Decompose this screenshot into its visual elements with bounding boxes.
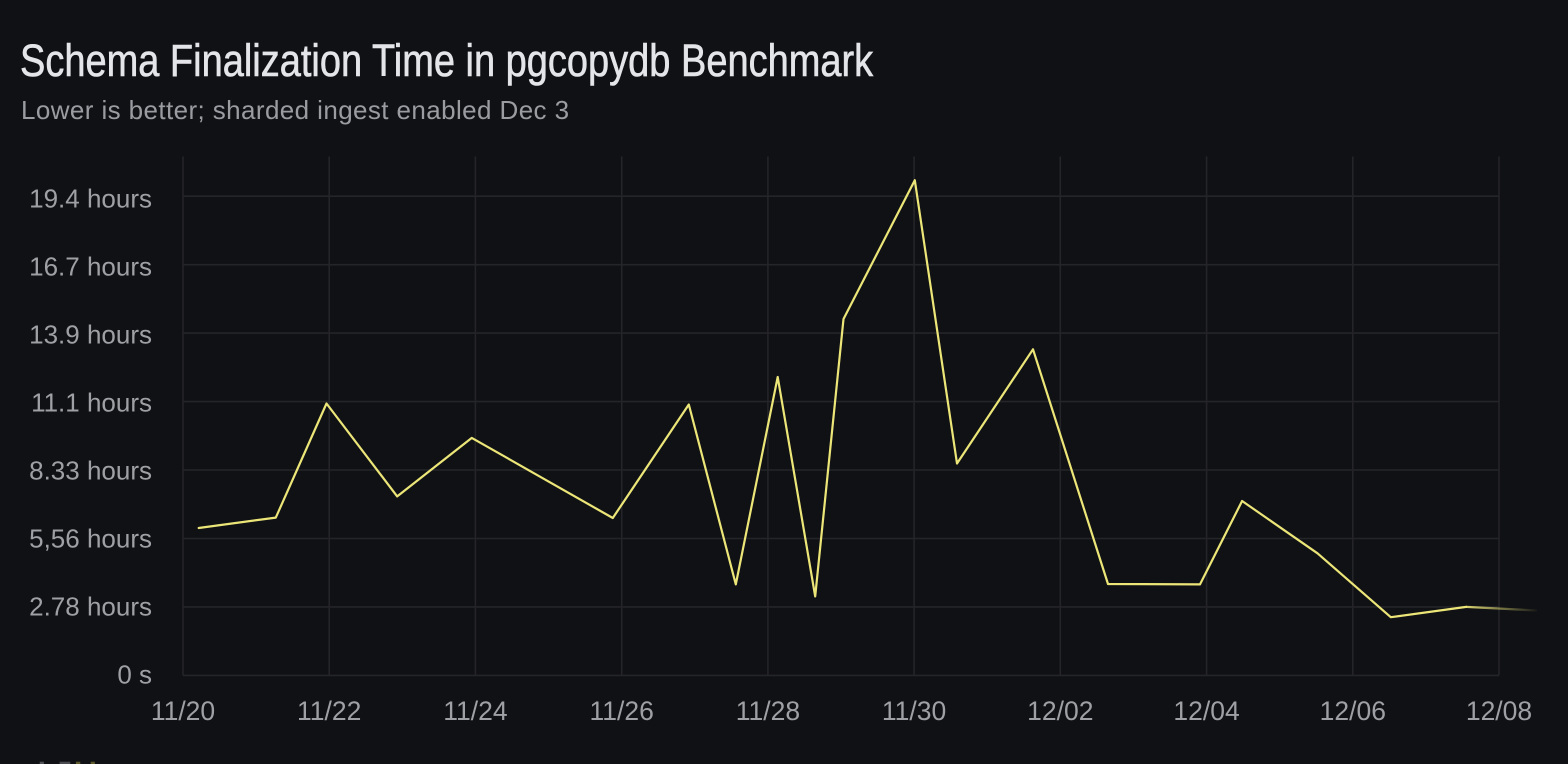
svg-text:2.78 hours: 2.78 hours <box>29 591 152 621</box>
svg-text:12/02: 12/02 <box>1027 696 1093 726</box>
svg-text:11/22: 11/22 <box>297 696 361 726</box>
svg-text:5,56 hours: 5,56 hours <box>29 524 152 554</box>
svg-text:19.4 hours: 19.4 hours <box>29 184 152 214</box>
svg-text:11/24: 11/24 <box>443 696 507 726</box>
svg-text:8.33 hours: 8.33 hours <box>29 455 152 485</box>
svg-text:16.7 hours: 16.7 hours <box>29 252 152 282</box>
svg-text:11/20: 11/20 <box>151 696 215 726</box>
svg-text:13.9 hours: 13.9 hours <box>29 320 152 350</box>
svg-text:12/04: 12/04 <box>1173 696 1239 726</box>
svg-text:0 s: 0 s <box>117 660 152 690</box>
svg-text:11/28: 11/28 <box>736 696 800 726</box>
svg-text:12/08: 12/08 <box>1466 696 1532 726</box>
svg-text:12/06: 12/06 <box>1320 696 1386 726</box>
svg-text:11/26: 11/26 <box>590 696 654 726</box>
svg-text:11.1 hours: 11.1 hours <box>31 388 152 418</box>
svg-text:11/30: 11/30 <box>882 696 946 726</box>
